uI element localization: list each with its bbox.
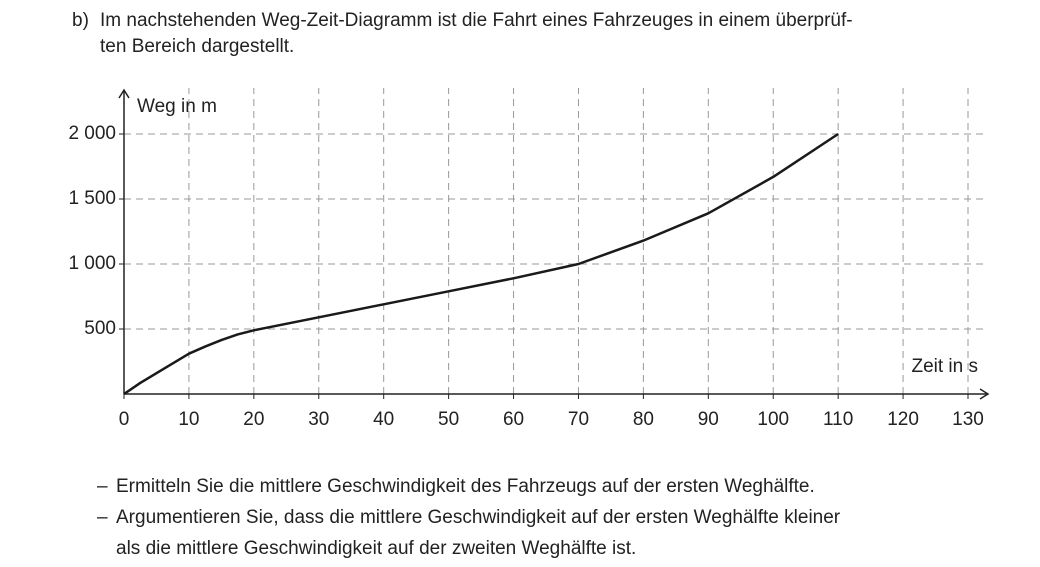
y-tick-label: 1 500 (68, 188, 116, 209)
y-tick-label: 1 000 (68, 253, 116, 274)
x-tick-label: 20 (243, 409, 264, 430)
y-axis-label: Weg in m (137, 96, 217, 117)
x-tick-label: 130 (952, 409, 984, 430)
x-tick-label: 30 (308, 409, 329, 430)
task-label: b) (72, 10, 89, 31)
x-tick-label: 70 (568, 409, 589, 430)
x-tick-label: 0 (119, 409, 130, 430)
task-line: Ermitteln Sie die mittlere Geschwindigke… (116, 476, 815, 497)
x-axis-label: Zeit in s (911, 356, 978, 377)
x-tick-label: 90 (698, 409, 719, 430)
x-tick-label: 10 (178, 409, 199, 430)
task-line: Argumentieren Sie, dass die mittlere Ges… (116, 507, 841, 528)
x-tick-label: 110 (823, 409, 853, 430)
task-dash: – (97, 476, 108, 497)
x-tick-label: 80 (633, 409, 654, 430)
x-tick-label: 40 (373, 409, 394, 430)
x-tick-label: 100 (757, 409, 789, 430)
x-axis-arrow (979, 388, 990, 400)
x-tick-label: 60 (503, 409, 524, 430)
y-tick-label: 500 (84, 318, 116, 339)
y-axis-arrow (118, 88, 130, 99)
task-dash: – (97, 507, 108, 528)
x-tick-label: 50 (438, 409, 459, 430)
intro-line: ten Bereich dargestellt. (100, 36, 294, 57)
task-line: als die mittlere Geschwindigkeit auf der… (116, 538, 636, 559)
intro-line: Im nachstehenden Weg-Zeit-Diagramm ist d… (100, 10, 853, 31)
curve (123, 132, 839, 396)
x-tick-label: 120 (887, 409, 919, 430)
y-tick-label: 2 000 (68, 123, 116, 144)
